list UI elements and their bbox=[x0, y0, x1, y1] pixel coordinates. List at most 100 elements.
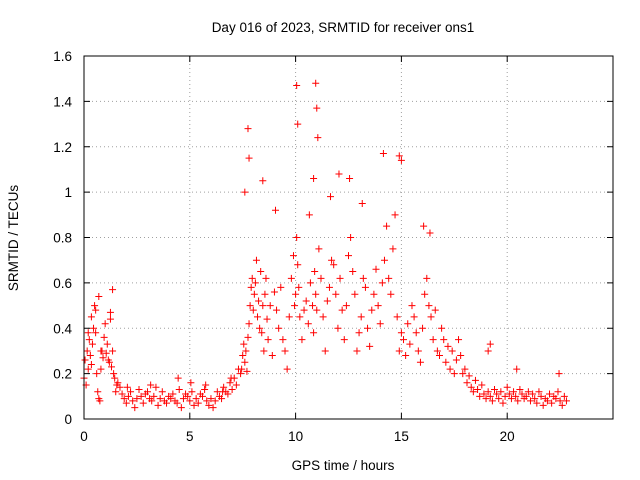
data-point bbox=[88, 340, 96, 348]
data-point bbox=[555, 370, 563, 378]
data-point bbox=[427, 313, 435, 321]
data-point bbox=[548, 399, 556, 407]
data-point bbox=[295, 283, 303, 291]
data-point bbox=[289, 252, 297, 260]
data-point bbox=[241, 358, 249, 366]
data-point bbox=[243, 367, 251, 375]
data-point bbox=[270, 288, 278, 296]
data-point bbox=[85, 336, 93, 344]
data-point bbox=[338, 306, 346, 314]
data-point bbox=[167, 395, 175, 403]
y-tick-label: 0.8 bbox=[53, 231, 72, 246]
data-point bbox=[395, 152, 403, 160]
data-point bbox=[219, 388, 227, 396]
data-point bbox=[312, 79, 320, 87]
data-point bbox=[351, 290, 359, 298]
data-point bbox=[518, 390, 526, 398]
data-point bbox=[433, 347, 441, 355]
data-point bbox=[305, 211, 313, 219]
data-point bbox=[423, 274, 431, 282]
data-point bbox=[359, 274, 367, 282]
y-tick-label: 0 bbox=[64, 412, 72, 427]
chart-title: Day 016 of 2023, SRMTID for receiver ons… bbox=[212, 20, 475, 35]
data-point bbox=[127, 388, 135, 396]
data-point bbox=[184, 392, 192, 400]
data-point bbox=[110, 370, 118, 378]
data-point bbox=[259, 177, 267, 185]
data-point bbox=[177, 404, 185, 412]
data-point bbox=[154, 401, 162, 409]
data-point bbox=[524, 388, 532, 396]
data-point bbox=[493, 390, 501, 398]
data-point bbox=[311, 268, 319, 276]
data-point bbox=[522, 392, 530, 400]
data-point bbox=[370, 290, 378, 298]
data-point bbox=[364, 324, 372, 332]
y-axis-label: SRMTID / TECUs bbox=[6, 185, 21, 292]
data-point bbox=[133, 395, 141, 403]
data-point bbox=[209, 404, 217, 412]
grid-lines bbox=[84, 56, 613, 419]
data-point bbox=[510, 388, 518, 396]
data-point bbox=[175, 386, 183, 394]
data-point bbox=[334, 324, 342, 332]
data-point bbox=[347, 234, 355, 241]
data-point bbox=[123, 383, 131, 391]
data-point bbox=[251, 279, 259, 287]
data-point bbox=[499, 399, 507, 407]
data-point bbox=[513, 365, 521, 373]
data-point bbox=[402, 351, 410, 359]
data-point bbox=[156, 395, 164, 403]
data-point bbox=[262, 274, 270, 282]
data-point bbox=[459, 370, 467, 378]
data-point bbox=[275, 324, 283, 332]
data-point bbox=[268, 351, 276, 359]
data-point bbox=[304, 320, 312, 328]
data-point bbox=[558, 401, 566, 409]
data-point bbox=[148, 397, 156, 405]
data-point bbox=[361, 283, 369, 291]
data-point bbox=[442, 358, 450, 366]
data-point bbox=[94, 388, 102, 396]
data-point bbox=[397, 329, 405, 337]
data-point bbox=[260, 347, 268, 355]
data-point bbox=[514, 397, 522, 405]
data-point bbox=[368, 306, 376, 314]
data-point bbox=[400, 336, 408, 344]
data-point bbox=[244, 333, 252, 341]
data-point bbox=[484, 388, 492, 396]
data-point bbox=[203, 397, 211, 405]
data-point bbox=[486, 392, 494, 400]
data-point bbox=[83, 347, 91, 355]
data-point bbox=[87, 361, 95, 369]
data-point bbox=[330, 261, 338, 269]
data-point bbox=[242, 347, 250, 355]
data-point bbox=[315, 245, 323, 253]
data-point bbox=[205, 401, 213, 409]
data-point bbox=[255, 297, 263, 305]
data-point bbox=[310, 175, 318, 183]
data-point bbox=[531, 395, 539, 403]
data-point bbox=[211, 397, 219, 405]
x-tick-label: 10 bbox=[288, 429, 303, 444]
data-point bbox=[328, 256, 336, 264]
data-point bbox=[533, 399, 541, 407]
data-point bbox=[101, 320, 109, 328]
data-point bbox=[435, 351, 443, 359]
data-point bbox=[340, 336, 348, 344]
data-point bbox=[97, 347, 105, 355]
data-point bbox=[325, 283, 333, 291]
data-point bbox=[379, 150, 387, 158]
data-point bbox=[241, 188, 249, 196]
data-point bbox=[271, 206, 279, 214]
data-point bbox=[505, 390, 513, 398]
data-point bbox=[169, 390, 177, 398]
data-point bbox=[410, 313, 418, 321]
data-point bbox=[226, 379, 234, 387]
data-point bbox=[250, 290, 258, 298]
data-point bbox=[474, 386, 482, 394]
data-point bbox=[257, 268, 265, 276]
data-point bbox=[465, 372, 473, 380]
data-point bbox=[258, 329, 266, 337]
